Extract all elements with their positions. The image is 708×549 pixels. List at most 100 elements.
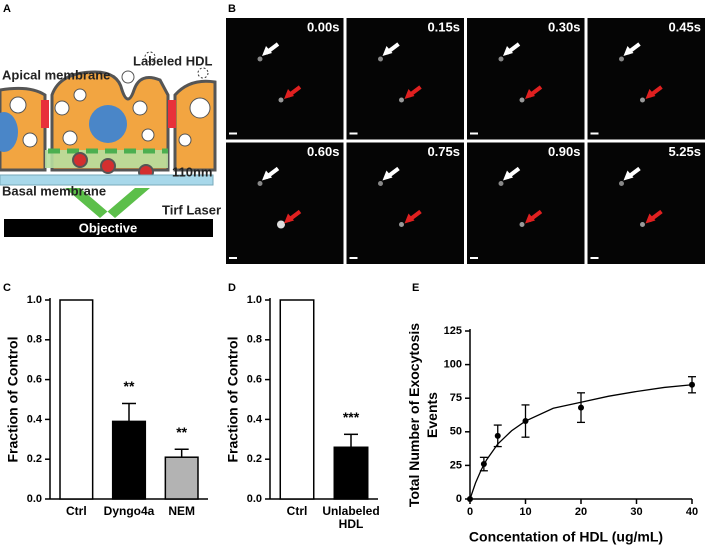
diagram-label: Objective — [79, 220, 138, 235]
x-tick-label: Unlabeled HDL — [322, 504, 379, 531]
scale-bar — [349, 257, 358, 259]
scale-bar — [470, 132, 478, 135]
microscopy-frame — [467, 18, 585, 140]
y-tick-label: 0.8 — [27, 334, 42, 346]
y-tick-label: 0.2 — [247, 453, 262, 465]
diagram-label: 110nm — [172, 164, 212, 179]
vesicle-spot — [278, 97, 284, 103]
x-tick-label: Ctrl — [287, 504, 308, 518]
y-tick-label: 0.6 — [27, 374, 42, 386]
y-axis-label: Fraction of Control — [5, 337, 21, 463]
y-tick-label: 0.6 — [247, 374, 262, 386]
x-tick-label: 10 — [519, 506, 531, 518]
y-tick-label: 100 — [444, 359, 462, 371]
vesicle-spot — [399, 222, 404, 227]
data-point — [578, 404, 584, 411]
microscopy-frame — [226, 142, 344, 264]
panel-label: B — [228, 3, 236, 15]
timestamp: 0.60s — [307, 144, 340, 159]
vesicle-spot — [498, 181, 504, 186]
vesicle-spot — [640, 97, 645, 103]
y-tick-label: 0.8 — [247, 334, 262, 346]
arrow — [262, 170, 272, 181]
x-tick-label: 30 — [630, 506, 642, 518]
y-axis-label: Fraction of Control — [225, 337, 241, 463]
x-tick-label: 0 — [467, 506, 473, 518]
arrow — [284, 89, 294, 99]
scale-bar — [590, 132, 599, 135]
x-tick-label: 40 — [686, 506, 698, 518]
significance: ** — [176, 424, 187, 440]
timestamp: 0.45s — [668, 19, 701, 34]
vesicle-spot — [640, 222, 645, 227]
arrow — [623, 170, 634, 181]
y-tick-label: 0.2 — [27, 453, 42, 465]
arrow — [262, 46, 272, 56]
microscopy-frame — [346, 142, 464, 264]
timestamp: 0.00s — [307, 19, 340, 34]
microscopy-frame — [467, 142, 585, 264]
arrow — [404, 213, 415, 224]
y-axis-label: Total Number of Exocytosis Events — [406, 323, 440, 507]
y-tick-label: 1.0 — [247, 294, 262, 306]
y-tick-label: 0.0 — [27, 493, 42, 505]
y-tick-label: 50 — [450, 426, 462, 438]
vesicle-spot — [257, 181, 263, 186]
x-tick-label: Dyngo4a — [104, 504, 155, 518]
arrow — [525, 213, 535, 224]
y-tick-label: 0.4 — [247, 413, 263, 425]
bar — [279, 299, 315, 500]
microscopy-frame — [587, 18, 705, 140]
bar — [333, 446, 369, 500]
diagram-label: Basal membrane — [2, 183, 106, 198]
panel-label: A — [3, 3, 11, 15]
panel-label: C — [3, 282, 11, 294]
x-tick-label: NEM — [168, 504, 195, 518]
scale-bar — [349, 132, 358, 135]
bar — [59, 299, 94, 500]
bar — [164, 456, 199, 500]
vesicle-spot — [519, 97, 525, 103]
y-tick-label: 0.0 — [247, 493, 262, 505]
diagram-label: Tirf Laser — [162, 202, 221, 217]
vesicle-spot — [378, 181, 383, 186]
vesicle-spot — [619, 181, 624, 186]
fit-curve — [469, 384, 693, 500]
arrow — [645, 213, 656, 224]
arrow — [503, 170, 513, 181]
arrow — [382, 46, 393, 56]
y-tick-label: 1.0 — [27, 294, 42, 306]
vesicle-spot — [257, 56, 263, 62]
data-point — [494, 432, 501, 439]
y-tick-label: 25 — [450, 459, 462, 471]
y-tick-label: 0.4 — [27, 413, 43, 425]
y-tick-label: 75 — [450, 392, 462, 404]
y-tick-label: 125 — [444, 325, 462, 337]
microscopy-frame — [587, 142, 705, 264]
x-tick-label: 20 — [575, 506, 587, 518]
arrow — [503, 46, 513, 56]
arrow — [525, 89, 535, 99]
vesicle-spot — [277, 220, 285, 229]
arrow — [382, 170, 393, 181]
arrow — [284, 213, 294, 224]
bar — [111, 420, 147, 500]
arrow — [645, 89, 656, 99]
timestamp: 0.75s — [427, 144, 460, 159]
timestamp: 0.90s — [548, 144, 581, 159]
microscopy-frame — [346, 18, 464, 140]
cell-diagram — [0, 51, 217, 237]
scale-bar — [470, 257, 478, 259]
x-tick-label: Ctrl — [66, 504, 87, 518]
arrow — [404, 89, 415, 99]
timestamp: 5.25s — [668, 144, 701, 159]
significance: ** — [124, 378, 135, 394]
vesicle-spot — [498, 56, 504, 62]
panel-label: D — [228, 282, 236, 294]
scale-bar — [229, 132, 237, 135]
scale-bar — [229, 257, 237, 259]
microscopy-frame — [226, 18, 344, 140]
scale-bar — [590, 257, 599, 259]
diagram-label: Labeled HDL — [133, 53, 213, 68]
